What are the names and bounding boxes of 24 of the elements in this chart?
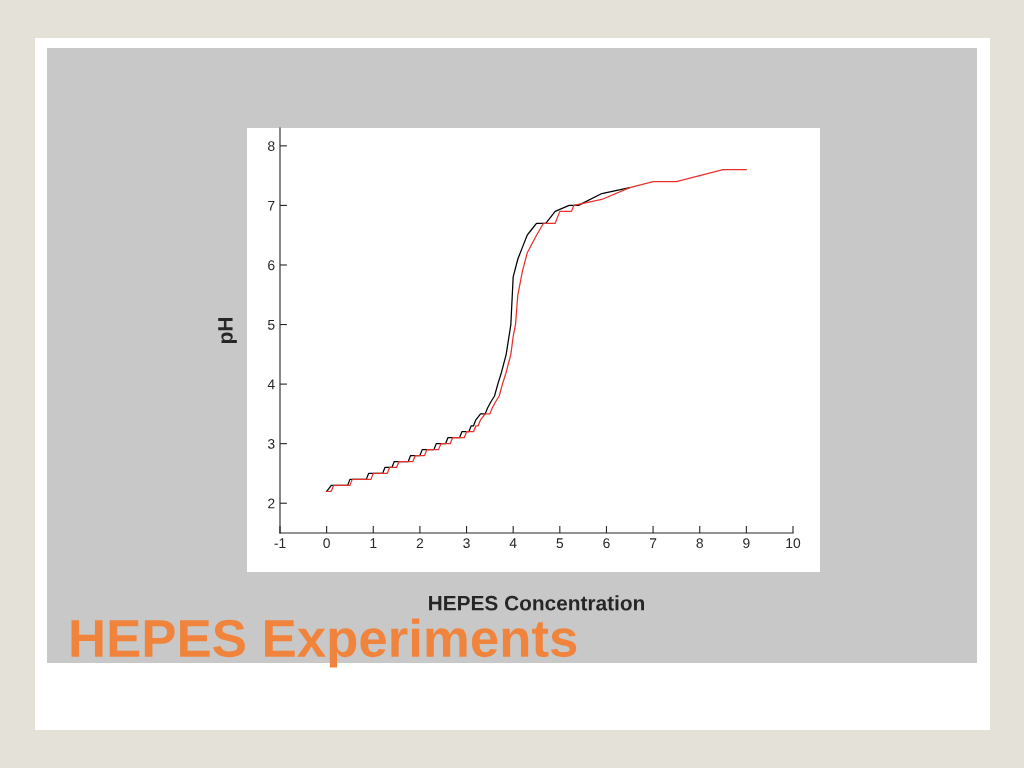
y-tick-label: 8 — [268, 141, 275, 152]
x-tick-label: 8 — [696, 538, 703, 549]
x-tick-label: 2 — [416, 538, 424, 548]
x-tick-label: 9 — [743, 538, 750, 549]
x-axis-title: HEPES Concentration — [429, 595, 645, 611]
y-tick-label: 3 — [267, 439, 275, 449]
x-tick-label: 3 — [463, 538, 470, 549]
y-tick-label: 6 — [268, 260, 275, 271]
x-tick-label: 6 — [603, 538, 610, 549]
x-tick-label: 10 — [786, 538, 801, 549]
x-tick-label: 0 — [323, 538, 330, 549]
x-tick-label: -1 — [274, 538, 286, 548]
y-tick-label: 5 — [267, 320, 275, 330]
y-tick-label: 7 — [268, 200, 275, 211]
x-tick-label: 7 — [649, 538, 657, 548]
x-tick-label: 4 — [509, 538, 517, 548]
x-tick-label: 1 — [370, 538, 377, 548]
y-tick-label: 4 — [267, 379, 275, 390]
line-series — [326, 186, 631, 492]
y-axis-title: pH — [218, 318, 237, 344]
y-tick-label: 2 — [268, 498, 275, 509]
text: HEPES Experiments — [71, 618, 577, 668]
x-tick-label: 5 — [556, 538, 564, 549]
line-series — [326, 169, 747, 492]
